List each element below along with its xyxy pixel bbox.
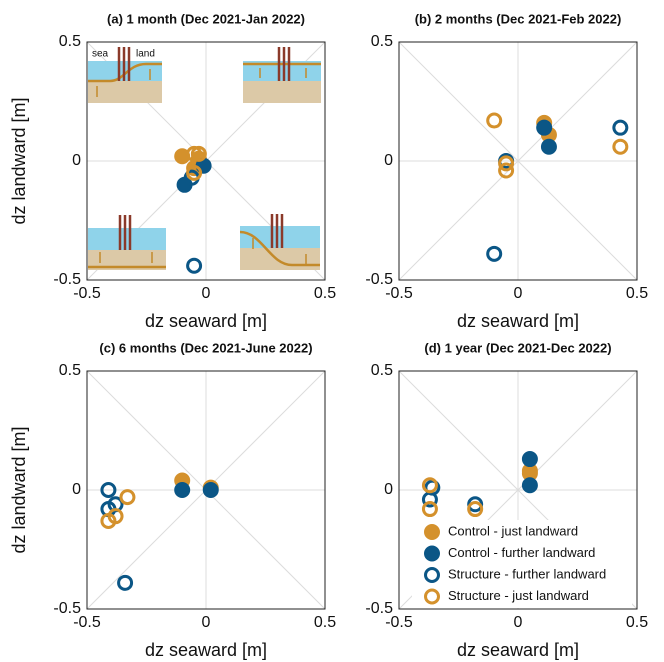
scatter-point — [521, 477, 538, 494]
y-axis-label: dz landward [m] — [9, 426, 29, 553]
scatter-point — [486, 245, 503, 262]
inset-sand — [88, 250, 166, 270]
scatter-point — [174, 482, 191, 498]
y-tick-label: -0.5 — [53, 271, 81, 288]
y-tick-label: 0.5 — [371, 362, 393, 379]
inset-sand — [240, 248, 320, 270]
legend-marker — [424, 588, 440, 605]
chart-title: (b) 2 months (Dec 2021-Feb 2022) — [415, 11, 622, 26]
scatter-point — [421, 501, 438, 518]
chart-title: (c) 6 months (Dec 2021-June 2022) — [99, 340, 312, 355]
y-tick-label: 0.5 — [59, 33, 81, 50]
x-tick-label: 0.5 — [626, 614, 648, 631]
y-tick-label: 0.5 — [59, 362, 81, 379]
annotation: land — [136, 49, 155, 60]
x-tick-label: 0.5 — [314, 285, 336, 302]
y-tick-label: -0.5 — [365, 271, 393, 288]
scatter-point — [421, 477, 438, 494]
legend-label: Control - further landward — [448, 545, 595, 560]
x-tick-label: 0 — [514, 614, 523, 631]
inset-water — [88, 228, 166, 250]
scatter-point — [424, 479, 441, 496]
legend-label: Structure - further landward — [448, 566, 606, 581]
chart-title: (a) 1 month (Dec 2021-Jan 2022) — [107, 11, 305, 26]
x-tick-label: -0.5 — [73, 285, 101, 302]
scatter-point — [486, 112, 503, 129]
plot-frame — [398, 370, 638, 610]
inset-water — [243, 61, 321, 81]
scatter-point — [186, 164, 203, 181]
scatter-point — [190, 145, 207, 162]
scatter-point — [117, 574, 134, 591]
plot-frame — [86, 370, 326, 610]
legend-marker — [424, 567, 440, 583]
legend-marker — [424, 524, 440, 540]
legend-box — [412, 520, 632, 608]
y-tick-label: -0.5 — [365, 600, 393, 617]
x-tick-label: 0 — [202, 285, 211, 302]
x-tick-label: 0 — [514, 285, 523, 302]
scatter-point — [100, 482, 117, 498]
y-tick-label: 0.5 — [371, 33, 393, 50]
x-tick-label: -0.5 — [73, 614, 101, 631]
plot-frame — [398, 41, 638, 281]
plot-frame — [86, 41, 326, 281]
inset-arrows — [96, 69, 151, 97]
y-tick-label: -0.5 — [53, 600, 81, 617]
scatter-point — [536, 119, 553, 136]
y-tick-label: 0 — [384, 481, 393, 498]
x-tick-label: 0.5 — [626, 285, 648, 302]
scatter-point — [467, 496, 484, 513]
scatter-point — [186, 257, 203, 274]
schematic-insets: sea land — [88, 47, 321, 270]
y-tick-label: 0 — [72, 152, 81, 169]
legend-label: Structure - just landward — [448, 588, 589, 603]
scatter-point — [498, 155, 515, 172]
x-axis-label: dz seaward [m] — [457, 311, 579, 331]
inset-arrows — [99, 252, 153, 263]
x-axis-label: dz seaward [m] — [145, 640, 267, 660]
inset-arrows — [259, 68, 307, 78]
x-tick-label: -0.5 — [385, 285, 413, 302]
y-axis-label: dz landward [m] — [9, 97, 29, 224]
x-axis-label: dz seaward [m] — [457, 640, 579, 660]
scatter-point — [498, 162, 515, 179]
scatter-point — [186, 145, 203, 162]
inset-profile — [88, 62, 162, 83]
scatter-point — [540, 138, 557, 155]
scatter-point — [100, 512, 117, 529]
inset-sand — [243, 81, 321, 103]
scatter-point — [521, 451, 538, 468]
x-tick-label: 0 — [202, 614, 211, 631]
inset-profile — [239, 230, 320, 267]
scatter-point — [119, 489, 136, 506]
scatter-point — [467, 501, 484, 518]
scatter-point — [612, 119, 629, 136]
legend-label: Control - just landward — [448, 523, 578, 538]
legend-marker — [424, 545, 440, 562]
scatter-point — [202, 482, 219, 498]
x-tick-label: 0.5 — [314, 614, 336, 631]
y-tick-label: 0 — [72, 481, 81, 498]
foreground-layer: -0.5 0 0.5 -0.5 0 0.5 (a) 1 month (Dec 2021-Ja… — [9, 11, 648, 659]
inset-structure — [118, 215, 132, 250]
inset-structure — [277, 47, 291, 81]
chart-title: (d) 1 year (Dec 2021-Dec 2022) — [424, 340, 611, 355]
inset-sand — [88, 81, 162, 103]
x-tick-label: -0.5 — [385, 614, 413, 631]
inset-structure — [270, 214, 284, 248]
inset-structure — [117, 47, 131, 81]
scatter-point — [612, 138, 629, 155]
scatter-point — [174, 148, 191, 165]
inset-arrows — [252, 238, 307, 264]
x-axis-label: dz seaward [m] — [145, 311, 267, 331]
y-tick-label: 0 — [384, 152, 393, 169]
annotation: sea — [92, 49, 109, 60]
